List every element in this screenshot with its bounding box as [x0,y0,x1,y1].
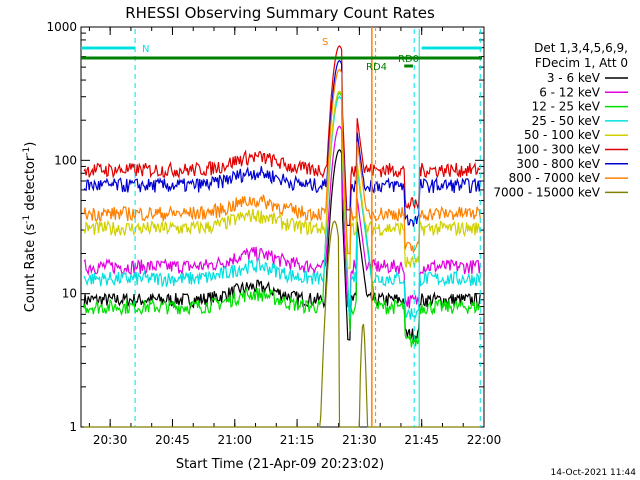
annotation-label: RD0 [398,54,419,65]
x-tick-label: 21:15 [280,433,315,447]
y-axis-label-sup: -1 [22,215,32,224]
y-tick-label: 1000 [46,20,77,34]
legend-label: 100 - 300 keV [516,143,600,157]
footer-date: 14-Oct-2021 11:44 [551,468,637,478]
series-line [83,45,481,211]
series-line [83,59,481,227]
legend-label: 3 - 6 keV [547,71,601,85]
chart-title: RHESSI Observing Summary Count Rates [125,4,435,22]
series-group [83,45,481,428]
y-tick-label: 1 [69,420,77,434]
y-axis-label-part: detector [23,155,38,215]
x-axis-label: Start Time (21-Apr-09 20:23:02) [176,457,384,472]
x-tick-label: 21:00 [217,433,252,447]
y-axis-label-part: ) [23,142,38,147]
x-tick-label: 21:30 [342,433,377,447]
legend-label: 300 - 800 keV [516,157,600,171]
y-axis-label-sup: -1 [22,147,32,156]
annotation-label: S [322,37,328,48]
y-tick-label: 100 [54,153,77,167]
y-axis-label: Count Rate (s-1 detector-1) [22,142,38,313]
legend-label: 6 - 12 keV [539,85,601,99]
annotation-group: N S RD0 RD4 [81,27,482,427]
y-axis-label-part: Count Rate (s [23,224,38,313]
x-tick-label: 20:30 [93,433,128,447]
annotation-label: RD4 [366,62,387,73]
series-line [83,68,481,255]
x-tick-label: 21:45 [404,433,439,447]
x-tick-label: 22:00 [467,433,502,447]
legend-label: 800 - 7000 keV [509,171,601,185]
legend-label: 7000 - 15000 keV [493,185,600,199]
x-tick-label: 20:45 [155,433,190,447]
legend-header-line: Det 1,3,4,5,6,9, [534,41,628,55]
legend-label: 25 - 50 keV [532,114,601,128]
series-line [83,125,481,309]
legend-header-line: FDecim 1, Att 0 [535,56,628,70]
series-line [84,220,481,428]
annotation-label: N [142,44,149,55]
series-line [83,95,481,320]
legend: Det 1,3,4,5,6,9, FDecim 1, Att 0 3 - 6 k… [493,41,628,199]
y-tick-label: 10 [62,287,77,301]
legend-label: 50 - 100 keV [524,128,601,142]
legend-label: 12 - 25 keV [532,100,601,114]
